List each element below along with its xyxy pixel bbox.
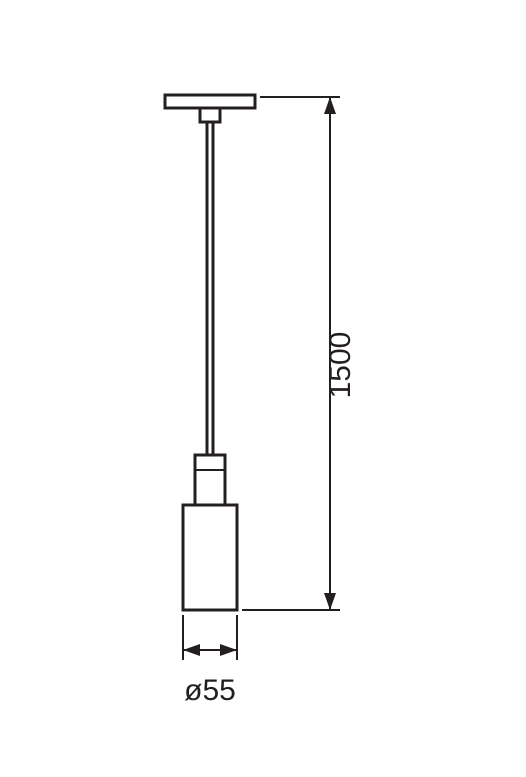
dimension-diameter: [183, 615, 237, 660]
canopy-plate: [165, 95, 255, 108]
dimension-diameter-label: ø55: [184, 674, 236, 707]
dimension-height-label: 1500: [324, 332, 357, 399]
lamp-body: [183, 505, 237, 610]
socket-cylinder: [195, 455, 225, 505]
canopy-neck: [200, 108, 220, 122]
suspension-rod: [207, 122, 213, 455]
pendant-light-technical-drawing: 1500 ø55: [0, 0, 526, 777]
fixture-outline: [165, 95, 255, 610]
